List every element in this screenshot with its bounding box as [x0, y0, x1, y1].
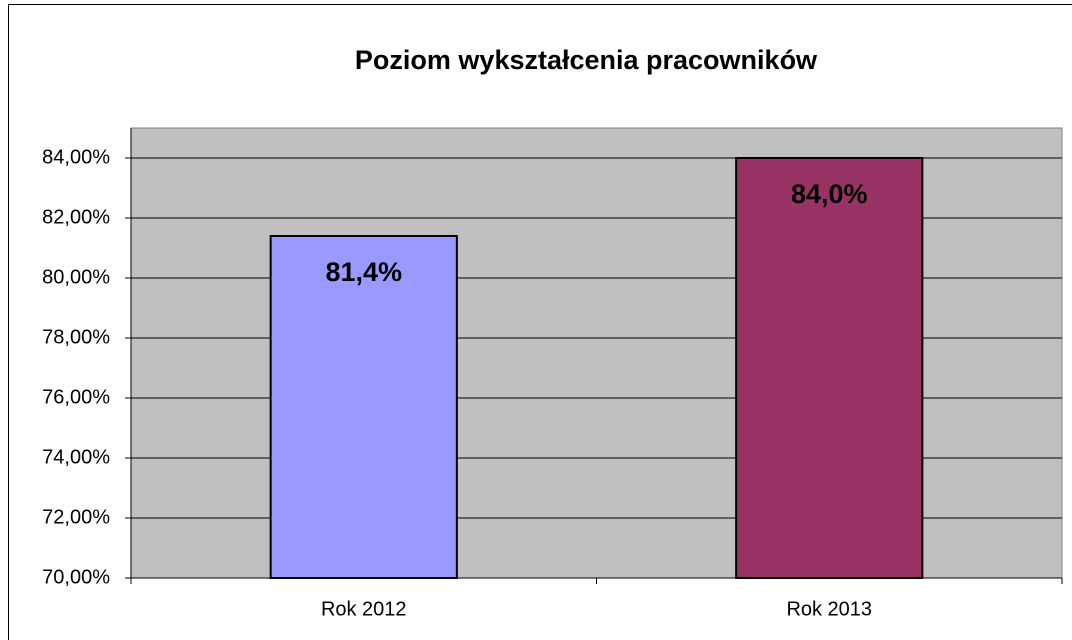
y-tick-label: 84,00%	[42, 146, 110, 168]
y-tick-label: 82,00%	[42, 206, 110, 228]
bar	[735, 157, 924, 579]
bar	[269, 235, 458, 579]
data-label: 84,0%	[791, 179, 868, 209]
y-tick-label: 72,00%	[42, 506, 110, 528]
x-tick-label: Rok 2012	[321, 598, 407, 620]
y-tick-label: 76,00%	[42, 386, 110, 408]
y-tick-label: 80,00%	[42, 266, 110, 288]
y-tick-label: 74,00%	[42, 446, 110, 468]
chart-title: Poziom wykształcenia pracowników	[355, 45, 818, 75]
x-tick-label: Rok 2013	[786, 598, 872, 620]
data-label: 81,4%	[325, 257, 402, 287]
y-tick-label: 78,00%	[42, 326, 110, 348]
y-tick-label: 70,00%	[42, 566, 110, 588]
